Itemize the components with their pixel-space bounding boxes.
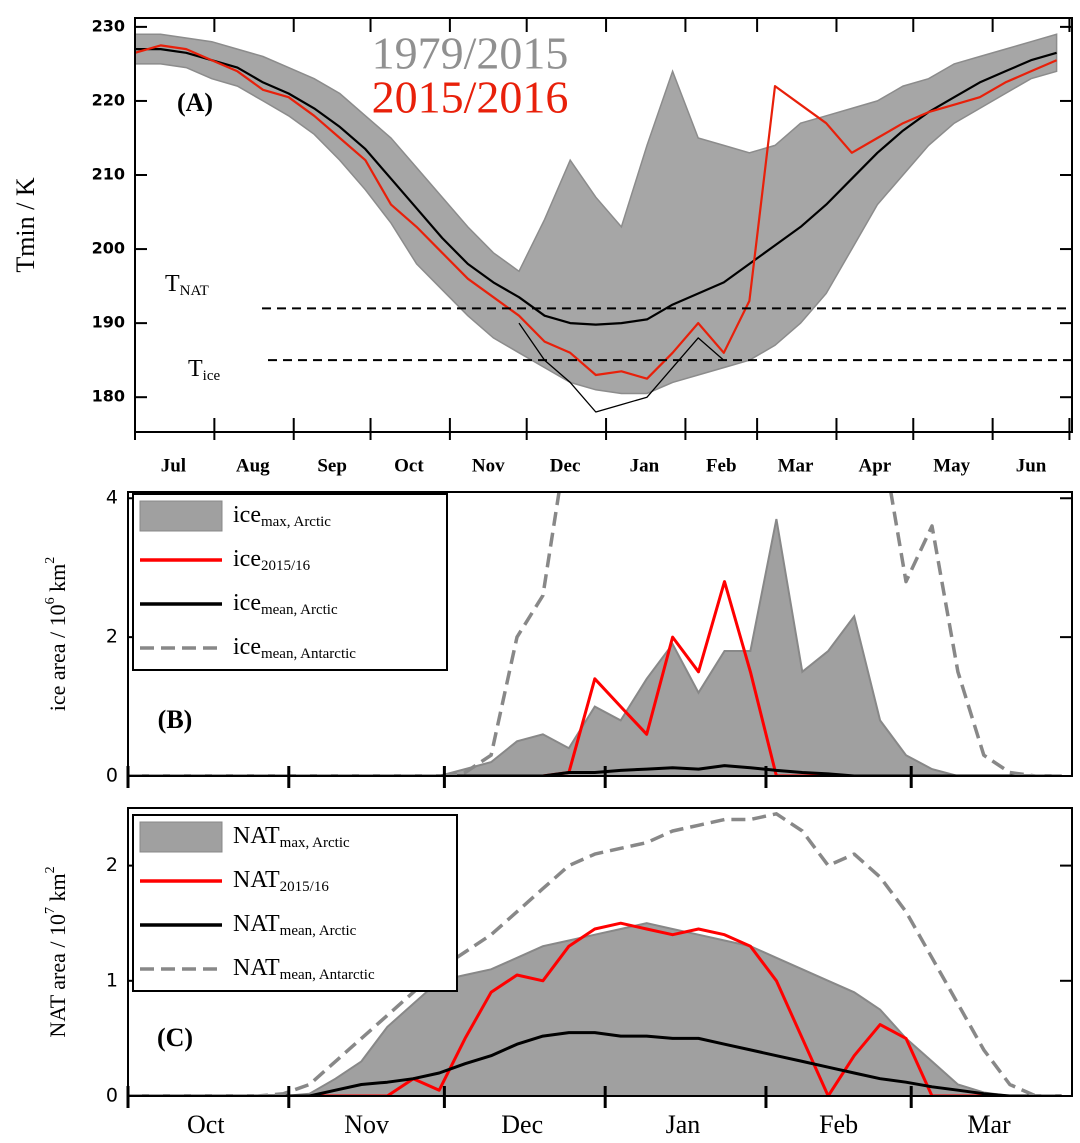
subscript: mean, Arctic — [280, 923, 357, 939]
x-tick-label: Feb — [819, 1110, 858, 1139]
subscript: NAT — [180, 283, 209, 299]
plot-frame — [127, 807, 1073, 1097]
panel-label: (C) — [157, 1023, 193, 1052]
subscript: mean, Antarctic — [261, 646, 356, 662]
text-part: km — [45, 873, 70, 907]
x-tick-label: Mar — [778, 455, 814, 476]
y-tick-label: 200 — [92, 239, 125, 258]
series-line — [128, 1031, 1062, 1096]
supscript: 6 — [43, 597, 58, 604]
text-part: T — [188, 356, 203, 382]
text-part: ice area / 10 — [45, 604, 70, 711]
x-tick-label: Jun — [1016, 455, 1047, 476]
subscript: max, Arctic — [261, 514, 331, 530]
x-tick-label: Nov — [344, 1110, 389, 1139]
text-part: NAT — [233, 867, 280, 893]
y-axis-label: ice area / 106 km2 — [43, 557, 70, 712]
y-tick-label: 210 — [92, 165, 125, 184]
x-tick-label: Oct — [394, 455, 424, 476]
text-part: ice — [233, 590, 261, 616]
y-tick-label: 180 — [92, 387, 125, 406]
legend-text: 1979/2015 — [372, 28, 569, 79]
y-axis-label: Tmin / K — [11, 177, 40, 273]
subscript: ice — [203, 368, 221, 384]
range-band — [135, 33, 1058, 395]
text-part: NAT — [233, 911, 280, 937]
legend-label: NAT2015/16 — [233, 867, 329, 896]
supscript: 7 — [43, 907, 58, 914]
y-tick-label: 0 — [106, 765, 118, 787]
y-tick-label: 220 — [92, 90, 125, 109]
y-tick-label: 4 — [106, 487, 118, 509]
text-part: NAT — [233, 823, 280, 849]
legend-label: NATmean, Arctic — [233, 911, 357, 940]
subscript: mean, Antarctic — [280, 967, 375, 983]
y-tick-label: 2 — [106, 854, 118, 876]
text-part: ice — [233, 502, 261, 528]
x-tick-label: Jan — [630, 455, 660, 476]
panel-label: (B) — [158, 705, 193, 734]
y-axis-label: NAT area / 107 km2 — [43, 866, 70, 1037]
reference-label: Tice — [188, 356, 220, 385]
text-part: T — [165, 271, 180, 297]
reference-label: TNAT — [165, 271, 209, 300]
series-line — [128, 812, 1062, 1096]
x-tick-label: May — [933, 455, 970, 476]
legend-label: icemean, Antarctic — [233, 634, 356, 663]
legend-text: 2015/2016 — [372, 72, 569, 123]
x-tick-label: Nov — [472, 455, 505, 476]
x-tick-label: Sep — [317, 455, 347, 476]
legend-swatch — [139, 821, 223, 853]
legend-label: NATmax, Arctic — [233, 823, 350, 852]
legend-label: icemean, Arctic — [233, 590, 338, 619]
x-tick-label: Dec — [550, 455, 581, 476]
panel-label: (A) — [177, 88, 213, 117]
x-tick-label: Mar — [967, 1110, 1011, 1139]
legend-swatch — [139, 500, 223, 532]
x-tick-label: Dec — [501, 1110, 543, 1139]
series-line — [128, 764, 1062, 776]
text-part: NAT area / 10 — [45, 914, 70, 1038]
legend-label: NATmean, Antarctic — [233, 955, 375, 984]
series-line — [128, 921, 1062, 1096]
series-line — [135, 44, 1058, 380]
subscript: max, Arctic — [280, 835, 350, 851]
area — [128, 518, 1062, 776]
text-part: ice — [233, 634, 261, 660]
text-part: km — [45, 564, 70, 598]
y-tick-label: 190 — [92, 313, 125, 332]
legend-label: ice2015/16 — [233, 546, 311, 575]
legend-label: icemax, Arctic — [233, 502, 331, 531]
series-line — [518, 322, 725, 413]
subscript: 2015/16 — [280, 879, 330, 895]
x-tick-label: Jul — [161, 455, 186, 476]
series-line — [128, 580, 1062, 776]
x-tick-label: Feb — [706, 455, 737, 476]
text-part: ice — [233, 546, 261, 572]
y-tick-label: 1 — [106, 969, 118, 991]
text-part: NAT — [233, 955, 280, 981]
x-tick-label: Apr — [859, 455, 892, 476]
plot-frame — [134, 17, 1073, 433]
plot-frame — [127, 491, 1073, 777]
y-tick-label: 230 — [92, 16, 125, 35]
x-tick-label: Oct — [187, 1110, 225, 1139]
series-line — [135, 48, 1057, 326]
subscript: 2015/16 — [261, 558, 311, 574]
subscript: mean, Arctic — [261, 602, 338, 618]
supscript: 2 — [43, 557, 58, 564]
y-tick-label: 2 — [106, 626, 118, 648]
supscript: 2 — [43, 866, 58, 873]
y-tick-label: 0 — [106, 1085, 118, 1107]
x-tick-label: Jan — [666, 1110, 701, 1139]
x-tick-label: Aug — [236, 455, 270, 476]
